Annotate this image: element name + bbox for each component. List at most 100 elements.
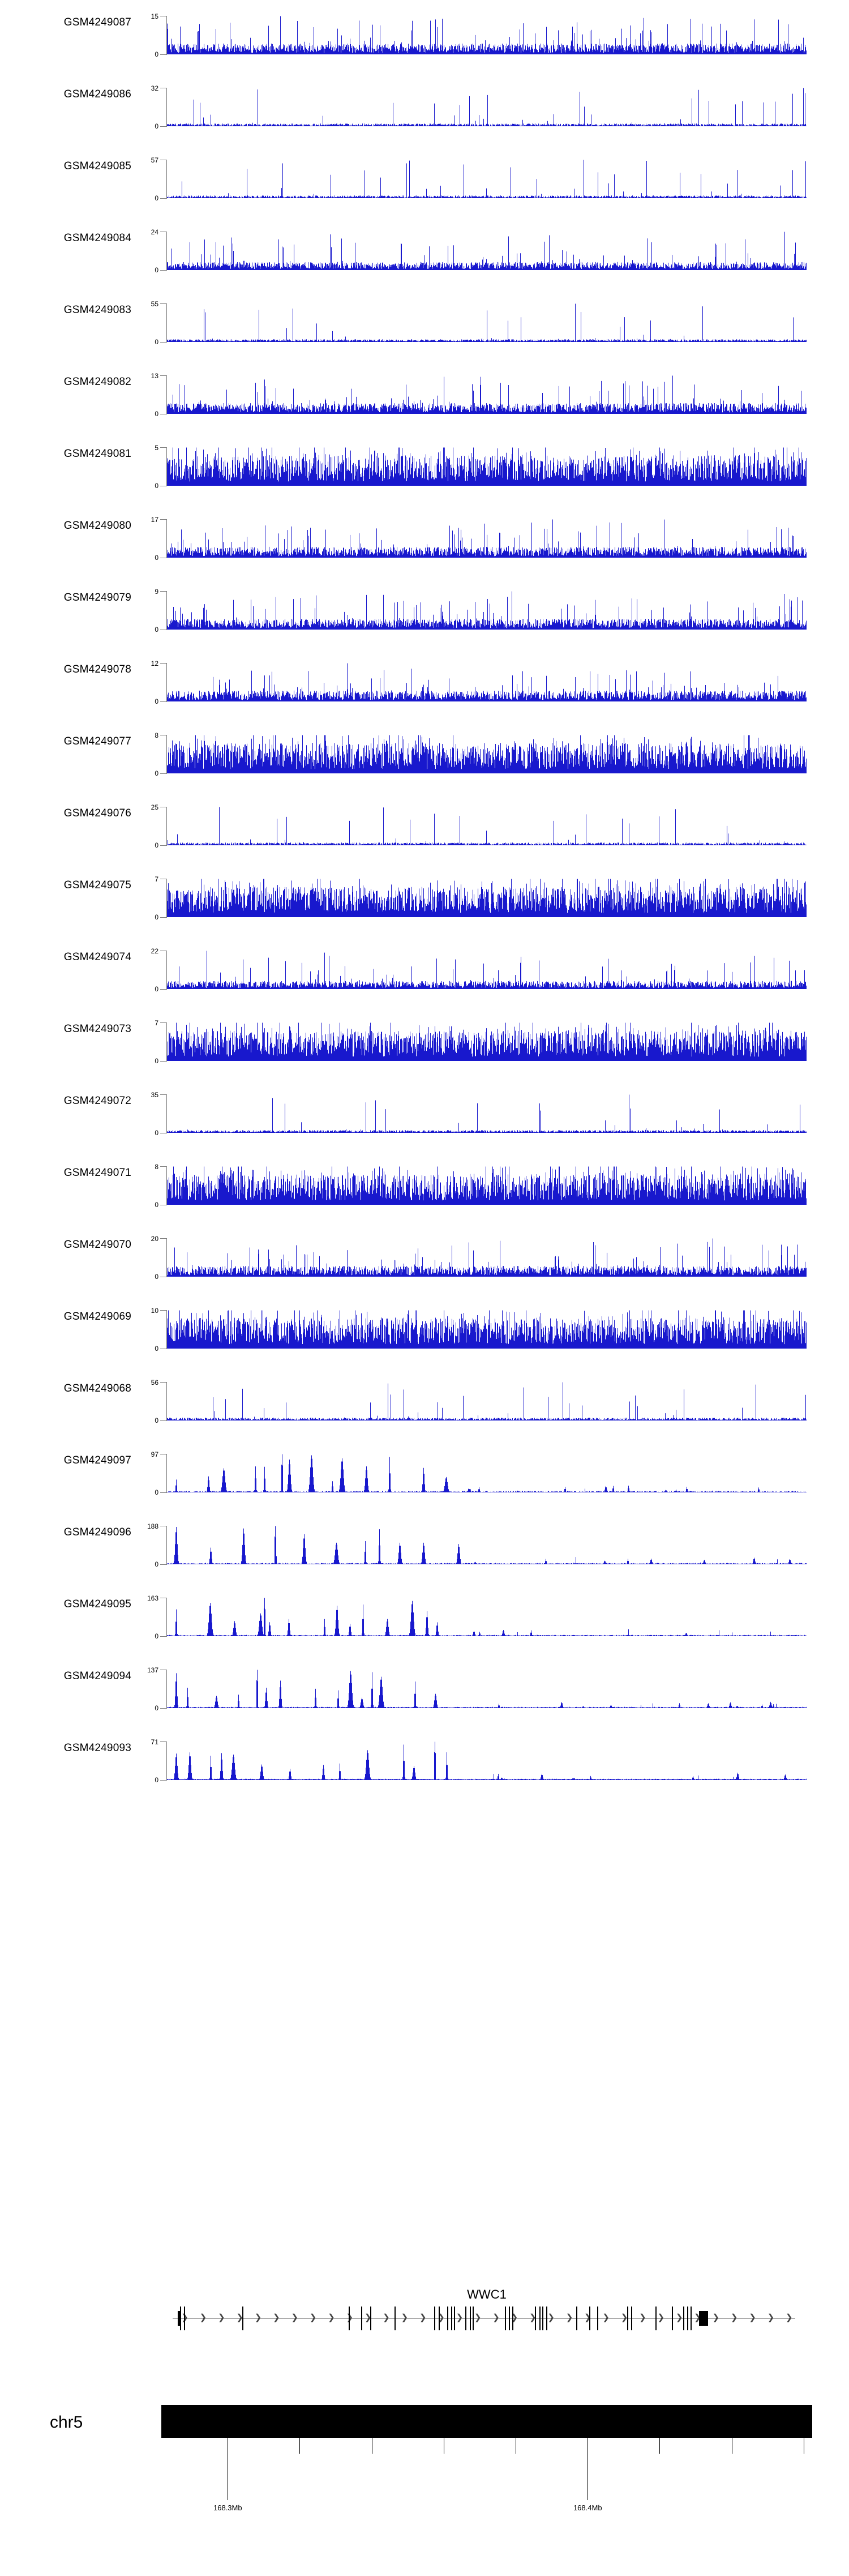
signal-plot-area[interactable] xyxy=(167,232,807,270)
signal-track[interactable]: GSM4249068 56 0 xyxy=(0,1379,849,1424)
strand-arrow-icon: ❯ xyxy=(309,2313,317,2322)
exon[interactable] xyxy=(434,2307,435,2330)
signal-plot-area[interactable] xyxy=(167,1166,807,1205)
signal-plot-area[interactable] xyxy=(167,1598,807,1636)
axis-tick-top xyxy=(160,519,167,520)
chromosome-bar[interactable] xyxy=(161,2405,812,2438)
exon[interactable] xyxy=(447,2307,449,2330)
signal-track[interactable]: GSM4249070 20 0 xyxy=(0,1235,849,1280)
signal-histogram xyxy=(167,1094,807,1133)
exon[interactable] xyxy=(509,2307,510,2330)
signal-track[interactable]: GSM4249095 163 0 xyxy=(0,1595,849,1640)
exon[interactable] xyxy=(451,2307,452,2330)
exon-thick-start[interactable] xyxy=(177,2311,181,2326)
signal-plot-area[interactable] xyxy=(167,1310,807,1349)
exon[interactable] xyxy=(691,2307,692,2330)
signal-track[interactable]: GSM4249074 22 0 xyxy=(0,948,849,992)
exon[interactable] xyxy=(576,2307,577,2330)
signal-plot-area[interactable] xyxy=(167,1526,807,1564)
signal-track[interactable]: GSM4249071 8 0 xyxy=(0,1163,849,1208)
exon[interactable] xyxy=(469,2307,471,2330)
exon[interactable] xyxy=(631,2307,632,2330)
signal-plot-area[interactable] xyxy=(167,519,807,558)
signal-track[interactable]: GSM4249097 97 0 xyxy=(0,1451,849,1496)
signal-plot-area[interactable] xyxy=(167,807,807,845)
exon[interactable] xyxy=(542,2307,544,2330)
exon[interactable] xyxy=(465,2307,466,2330)
exon[interactable] xyxy=(454,2307,456,2330)
axis-min-label: 0 xyxy=(155,769,158,777)
exon[interactable] xyxy=(394,2307,396,2330)
exon[interactable] xyxy=(539,2307,541,2330)
signal-plot-area[interactable] xyxy=(167,1670,807,1708)
signal-plot-area[interactable] xyxy=(167,735,807,773)
signal-plot-area[interactable] xyxy=(167,447,807,486)
strand-arrow-icon: ❯ xyxy=(474,2313,482,2322)
gene-model[interactable]: ❯❯❯❯❯❯❯❯❯❯❯❯❯❯❯❯❯❯❯❯❯❯❯❯❯❯❯❯❯❯❯❯❯❯ xyxy=(173,2305,795,2331)
signal-plot-area[interactable] xyxy=(167,1238,807,1277)
signal-track[interactable]: GSM4249077 8 0 xyxy=(0,732,849,777)
signal-plot-area[interactable] xyxy=(167,1094,807,1133)
signal-track[interactable]: GSM4249094 137 0 xyxy=(0,1667,849,1711)
exon[interactable] xyxy=(687,2307,688,2330)
signal-plot-area[interactable] xyxy=(167,1454,807,1492)
exon[interactable] xyxy=(683,2307,684,2330)
exon[interactable] xyxy=(361,2307,363,2330)
axis-tick-bottom xyxy=(160,917,167,918)
signal-plot-area[interactable] xyxy=(167,1382,807,1420)
signal-track[interactable]: GSM4249093 71 0 xyxy=(0,1739,849,1783)
axis-tick-top xyxy=(160,1022,167,1023)
signal-plot-area[interactable] xyxy=(167,88,807,126)
signal-plot-area[interactable] xyxy=(167,879,807,917)
gene-annotation-track[interactable]: WWC1 ❯❯❯❯❯❯❯❯❯❯❯❯❯❯❯❯❯❯❯❯❯❯❯❯❯❯❯❯❯❯❯❯❯❯ xyxy=(0,2287,849,2350)
exon[interactable] xyxy=(597,2307,599,2330)
signal-track[interactable]: GSM4249086 32 0 xyxy=(0,85,849,130)
signal-plot-area[interactable] xyxy=(167,375,807,414)
signal-plot-area[interactable] xyxy=(167,591,807,630)
signal-track[interactable]: GSM4249079 9 0 xyxy=(0,588,849,633)
vertical-axis xyxy=(166,447,167,486)
signal-track[interactable]: GSM4249085 57 0 xyxy=(0,157,849,202)
track-label: GSM4249087 xyxy=(63,16,131,28)
signal-track[interactable]: GSM4249078 12 0 xyxy=(0,660,849,705)
signal-plot-area[interactable] xyxy=(167,303,807,342)
signal-track[interactable]: GSM4249081 5 0 xyxy=(0,444,849,489)
exon[interactable] xyxy=(505,2307,507,2330)
signal-plot-area[interactable] xyxy=(167,663,807,701)
exon-thick-end[interactable] xyxy=(698,2311,708,2326)
signal-histogram xyxy=(167,1022,807,1061)
signal-track[interactable]: GSM4249096 188 0 xyxy=(0,1523,849,1568)
signal-track[interactable]: GSM4249082 13 0 xyxy=(0,373,849,417)
signal-plot-area[interactable] xyxy=(167,951,807,989)
signal-plot-area[interactable] xyxy=(167,1022,807,1061)
exon[interactable] xyxy=(242,2307,244,2330)
exon[interactable] xyxy=(589,2307,590,2330)
signal-plot-area[interactable] xyxy=(167,16,807,54)
exon[interactable] xyxy=(438,2307,440,2330)
exon[interactable] xyxy=(672,2307,674,2330)
axis-tick-bottom xyxy=(160,1564,167,1565)
signal-track[interactable]: GSM4249080 17 0 xyxy=(0,516,849,561)
signal-track[interactable]: GSM4249076 25 0 xyxy=(0,804,849,849)
exon[interactable] xyxy=(627,2307,628,2330)
signal-track[interactable]: GSM4249075 7 0 xyxy=(0,876,849,921)
exon[interactable] xyxy=(473,2307,474,2330)
exon[interactable] xyxy=(655,2307,657,2330)
signal-plot-area[interactable] xyxy=(167,160,807,198)
vertical-axis xyxy=(166,1741,167,1781)
signal-track[interactable]: GSM4249072 35 0 xyxy=(0,1092,849,1136)
signal-track[interactable]: GSM4249087 15 0 xyxy=(0,13,849,58)
signal-track[interactable]: GSM4249073 7 0 xyxy=(0,1020,849,1065)
exon[interactable] xyxy=(512,2307,513,2330)
signal-track[interactable]: GSM4249084 24 0 xyxy=(0,229,849,273)
exon[interactable] xyxy=(349,2307,350,2330)
exon[interactable] xyxy=(370,2307,371,2330)
signal-track[interactable]: GSM4249083 55 0 xyxy=(0,301,849,345)
exon[interactable] xyxy=(535,2307,537,2330)
signal-track[interactable]: GSM4249069 10 0 xyxy=(0,1307,849,1352)
exon[interactable] xyxy=(546,2307,547,2330)
axis-min-label: 0 xyxy=(155,1057,158,1065)
signal-plot-area[interactable] xyxy=(167,1741,807,1780)
exon[interactable] xyxy=(183,2307,185,2330)
vertical-axis xyxy=(166,1022,167,1062)
